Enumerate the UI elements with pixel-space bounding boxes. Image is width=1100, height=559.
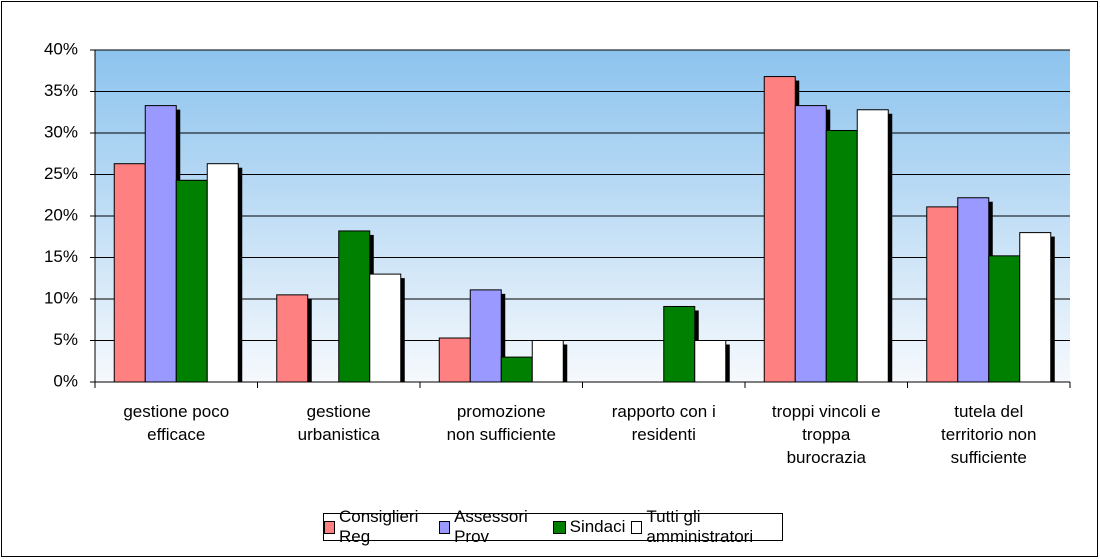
legend-label: Assessori Prov bbox=[454, 507, 528, 546]
legend-swatch bbox=[631, 520, 643, 534]
bar bbox=[369, 273, 402, 383]
legend-item: Assessori Prov bbox=[439, 507, 547, 547]
bar bbox=[825, 130, 858, 383]
y-tick-label: 5% bbox=[53, 330, 78, 349]
y-tick-label: 10% bbox=[44, 288, 78, 307]
legend-label: Tutti gli amministratori bbox=[646, 507, 754, 546]
legend-label: Consiglieri Reg bbox=[338, 507, 419, 546]
bar bbox=[144, 105, 177, 383]
bar bbox=[856, 109, 889, 383]
bar bbox=[206, 163, 239, 383]
bar bbox=[794, 105, 827, 383]
bar bbox=[988, 255, 1021, 383]
bar bbox=[276, 294, 309, 383]
y-tick-label: 40% bbox=[44, 39, 78, 58]
y-tick-label: 25% bbox=[44, 164, 78, 183]
bar bbox=[469, 289, 502, 383]
bar bbox=[763, 76, 796, 383]
x-tick-label: troppi vincoli e troppa burocrazia bbox=[771, 402, 881, 467]
x-tick-label: gestione urbanistica bbox=[297, 402, 380, 444]
x-tick-label: rapporto con i residenti bbox=[611, 402, 716, 444]
y-tick-label: 20% bbox=[44, 205, 78, 224]
bar bbox=[338, 230, 371, 383]
y-tick-label: 15% bbox=[44, 247, 78, 266]
bar bbox=[1019, 232, 1052, 383]
bar bbox=[531, 340, 564, 383]
bar bbox=[438, 337, 471, 383]
bar bbox=[113, 163, 146, 383]
legend: Consiglieri Reg Assessori Prov Sindaci Tutt… bbox=[323, 507, 783, 546]
legend-item: Sindaci bbox=[552, 517, 626, 537]
legend-item: Consiglieri Reg bbox=[324, 507, 433, 547]
bar bbox=[694, 340, 727, 383]
y-tick-label: 0% bbox=[53, 371, 78, 390]
bar bbox=[175, 179, 208, 383]
bar bbox=[926, 206, 959, 383]
legend-swatch bbox=[324, 520, 335, 534]
legend-swatch bbox=[439, 520, 451, 534]
y-tick-label: 35% bbox=[44, 81, 78, 100]
legend-item: Tutti gli amministratori bbox=[631, 507, 782, 547]
bar bbox=[663, 305, 696, 383]
bar bbox=[957, 197, 990, 383]
legend-swatch bbox=[552, 520, 566, 534]
x-tick-label: tutela del territorio non sufficiente bbox=[941, 402, 1037, 467]
x-tick-label: promozione non sufficiente bbox=[446, 402, 556, 444]
y-tick-label: 30% bbox=[44, 122, 78, 141]
bar bbox=[500, 356, 533, 383]
legend-label: Sindaci bbox=[569, 517, 626, 536]
x-tick-label: gestione poco efficace bbox=[123, 402, 230, 444]
